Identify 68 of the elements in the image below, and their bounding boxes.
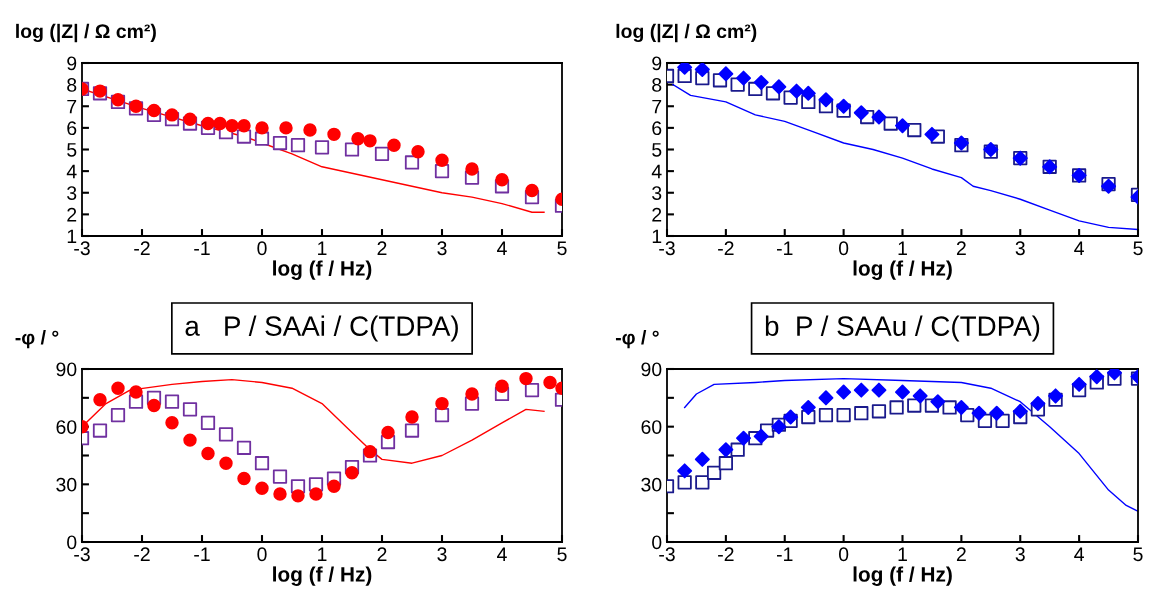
x-tick-label: 1	[898, 547, 907, 561]
x-tick-label: 1	[318, 547, 327, 561]
x-tick-label: 2	[377, 241, 387, 255]
x-tick-label: 2	[377, 547, 387, 561]
x-axis-title: log (f / Hz)	[273, 260, 372, 280]
x-tick-label: -2	[134, 547, 150, 561]
x-tick-label: 5	[557, 241, 567, 256]
y-tick-label: 60	[56, 420, 77, 434]
y-tick-label: 3	[652, 186, 662, 200]
x-tick-label: 1	[898, 241, 907, 255]
y-tick-label: 9	[67, 56, 77, 71]
y-axis-title: -φ / °	[615, 330, 659, 349]
y-tick-label: 4	[66, 164, 77, 179]
y-tick-label: 9	[652, 56, 662, 71]
y-tick-label: 3	[67, 186, 77, 200]
x-tick-label: -3	[74, 241, 90, 256]
x-tick-label: 5	[1133, 547, 1143, 562]
x-tick-label: -2	[134, 241, 150, 255]
chart-title: a P / SAAi / C(TDPA)	[185, 315, 458, 342]
y-tick-label: 5	[67, 143, 77, 157]
y-tick-label: 1	[67, 229, 77, 244]
x-tick-label: 5	[1133, 241, 1143, 256]
y-axis-title: log (|Z| / Ω cm²)	[16, 23, 156, 43]
x-tick-label: 4	[1074, 547, 1084, 561]
y-tick-label: 2	[67, 207, 77, 222]
y-tick-label: 5	[652, 143, 662, 157]
y-tick-label: 90	[56, 362, 77, 377]
y-tick-label: 90	[641, 362, 662, 377]
y-axis-title: -φ / °	[15, 330, 59, 349]
x-tick-label: 5	[557, 547, 567, 562]
y-tick-label: 30	[641, 477, 662, 492]
y-tick-label: 4	[651, 164, 662, 179]
y-tick-label: 8	[652, 78, 662, 92]
x-tick-label: 3	[437, 547, 447, 562]
y-tick-label: 8	[67, 78, 77, 92]
x-tick-label: -3	[659, 241, 675, 256]
x-tick-label: -1	[194, 241, 210, 255]
x-tick-label: -1	[194, 547, 210, 561]
x-tick-label: 4	[497, 547, 507, 561]
x-tick-label: -2	[718, 241, 734, 255]
x-tick-label: 2	[956, 241, 966, 255]
x-tick-label: 4	[497, 241, 507, 255]
x-tick-label: 0	[838, 241, 849, 256]
x-tick-label: 0	[257, 547, 267, 562]
y-tick-label: 6	[652, 121, 662, 136]
x-axis-title: log (f / Hz)	[853, 566, 952, 586]
x-tick-label: 3	[437, 241, 447, 256]
x-axis-title: log (f / Hz)	[273, 566, 372, 586]
y-tick-label: 2	[652, 207, 662, 222]
x-tick-label: 4	[1074, 241, 1084, 255]
y-tick-label: 60	[641, 420, 662, 434]
x-axis-title: log (f / Hz)	[853, 260, 952, 280]
x-tick-label: 2	[956, 547, 966, 561]
y-tick-label: 30	[56, 477, 77, 492]
x-tick-label: 0	[838, 547, 849, 562]
x-tick-label: 0	[257, 241, 267, 256]
y-tick-label: 1	[652, 229, 662, 244]
x-tick-label: -2	[718, 547, 734, 561]
y-tick-label: 7	[67, 99, 77, 114]
y-tick-label: 6	[67, 121, 77, 136]
chart-title: b P / SAAu / C(TDPA)	[765, 315, 1040, 342]
x-tick-label: 3	[1015, 241, 1025, 256]
x-tick-label: -1	[776, 241, 793, 255]
x-tick-label: -1	[776, 547, 793, 561]
x-tick-label: 3	[1015, 547, 1025, 562]
x-tick-label: 1	[318, 241, 327, 255]
y-axis-title: log (|Z| / Ω cm²)	[616, 23, 757, 43]
y-tick-label: 7	[652, 99, 662, 114]
